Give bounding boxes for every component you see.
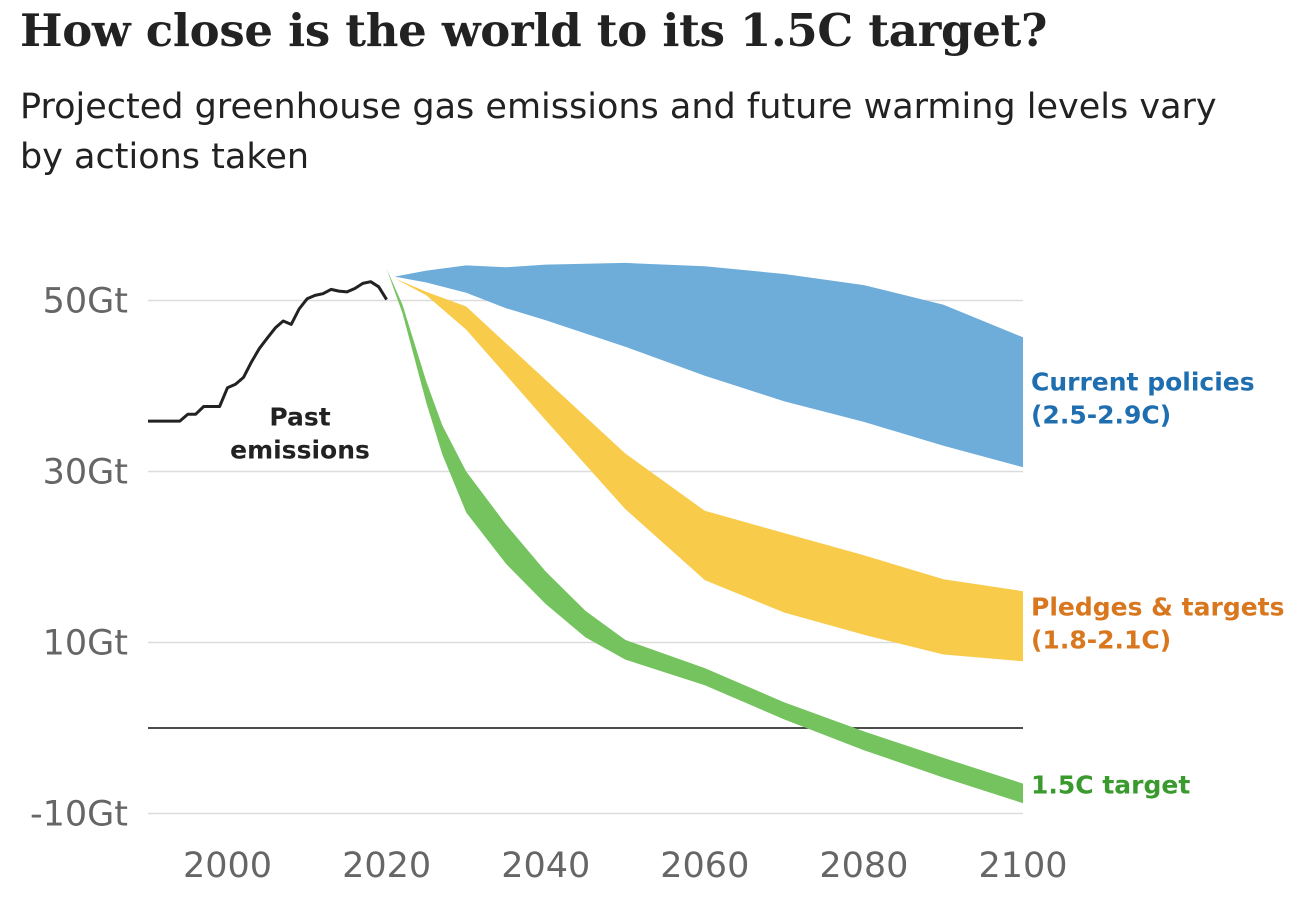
past-emissions-label: Past: [269, 403, 330, 432]
current-policies-label: Current policies: [1031, 367, 1255, 396]
y-tick-label: 50Gt: [43, 282, 128, 322]
y-tick-label: 10Gt: [43, 624, 128, 664]
chart-subtitle: Projected greenhouse gas emissions and f…: [20, 87, 1217, 177]
past-emissions-line: [148, 280, 388, 423]
pledges-targets-label: (1.8-2.1C): [1031, 625, 1171, 654]
pledges-targets-label: Pledges & targets: [1031, 592, 1285, 621]
pledges-targets-band: [394, 278, 1024, 662]
current-policies-label: (2.5-2.9C): [1031, 400, 1171, 429]
x-tick-label: 2080: [819, 846, 908, 886]
x-tick-label: 2020: [342, 846, 431, 886]
x-tick-label: 2100: [978, 846, 1067, 886]
y-tick-label: 30Gt: [43, 453, 128, 493]
x-tick-label: 2040: [501, 846, 590, 886]
chart-title: How close is the world to its 1.5C targe…: [20, 4, 1048, 57]
x-tick-label: 2060: [660, 846, 749, 886]
past-emissions-label: emissions: [230, 436, 370, 465]
1-5c-target-band: [386, 268, 1024, 804]
current-policies-band: [394, 262, 1024, 468]
y-tick-label: -10Gt: [30, 795, 128, 835]
x-tick-label: 2000: [183, 846, 272, 886]
1-5c-target-label: 1.5C target: [1031, 770, 1190, 799]
